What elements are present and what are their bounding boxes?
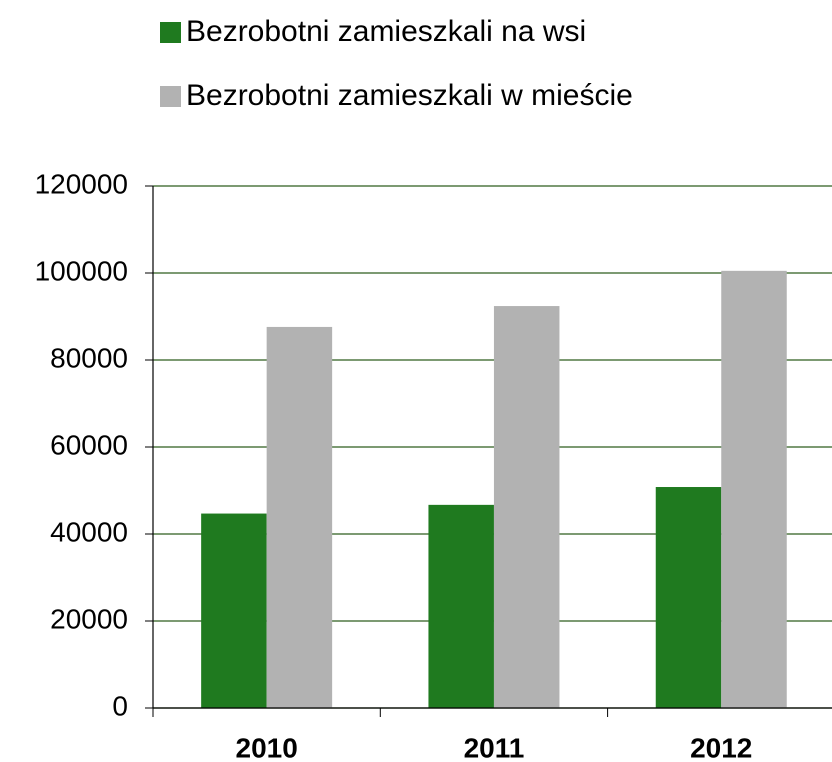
y-tick-label: 60000	[50, 429, 128, 460]
bar	[428, 504, 494, 708]
bar	[493, 306, 560, 708]
bar	[201, 513, 267, 708]
legend-label: Bezrobotni zamieszkali w mieście	[186, 79, 633, 112]
x-tick-label: 2010	[236, 732, 298, 762]
legend-swatch	[160, 22, 181, 43]
bar	[266, 326, 333, 708]
y-tick-label: 20000	[50, 603, 128, 634]
bar	[655, 487, 722, 708]
y-tick-label: 120000	[35, 168, 128, 199]
y-tick-label: 80000	[50, 342, 128, 373]
y-tick-label: 40000	[50, 516, 128, 547]
x-tick-label: 2011	[464, 732, 525, 762]
y-tick-label: 0	[112, 690, 128, 721]
legend-swatch	[160, 86, 181, 107]
x-tick-label: 2012	[690, 732, 752, 762]
legend-label: Bezrobotni zamieszkali na wsi	[186, 15, 586, 48]
bar	[721, 270, 787, 708]
y-tick-label: 100000	[35, 255, 128, 286]
